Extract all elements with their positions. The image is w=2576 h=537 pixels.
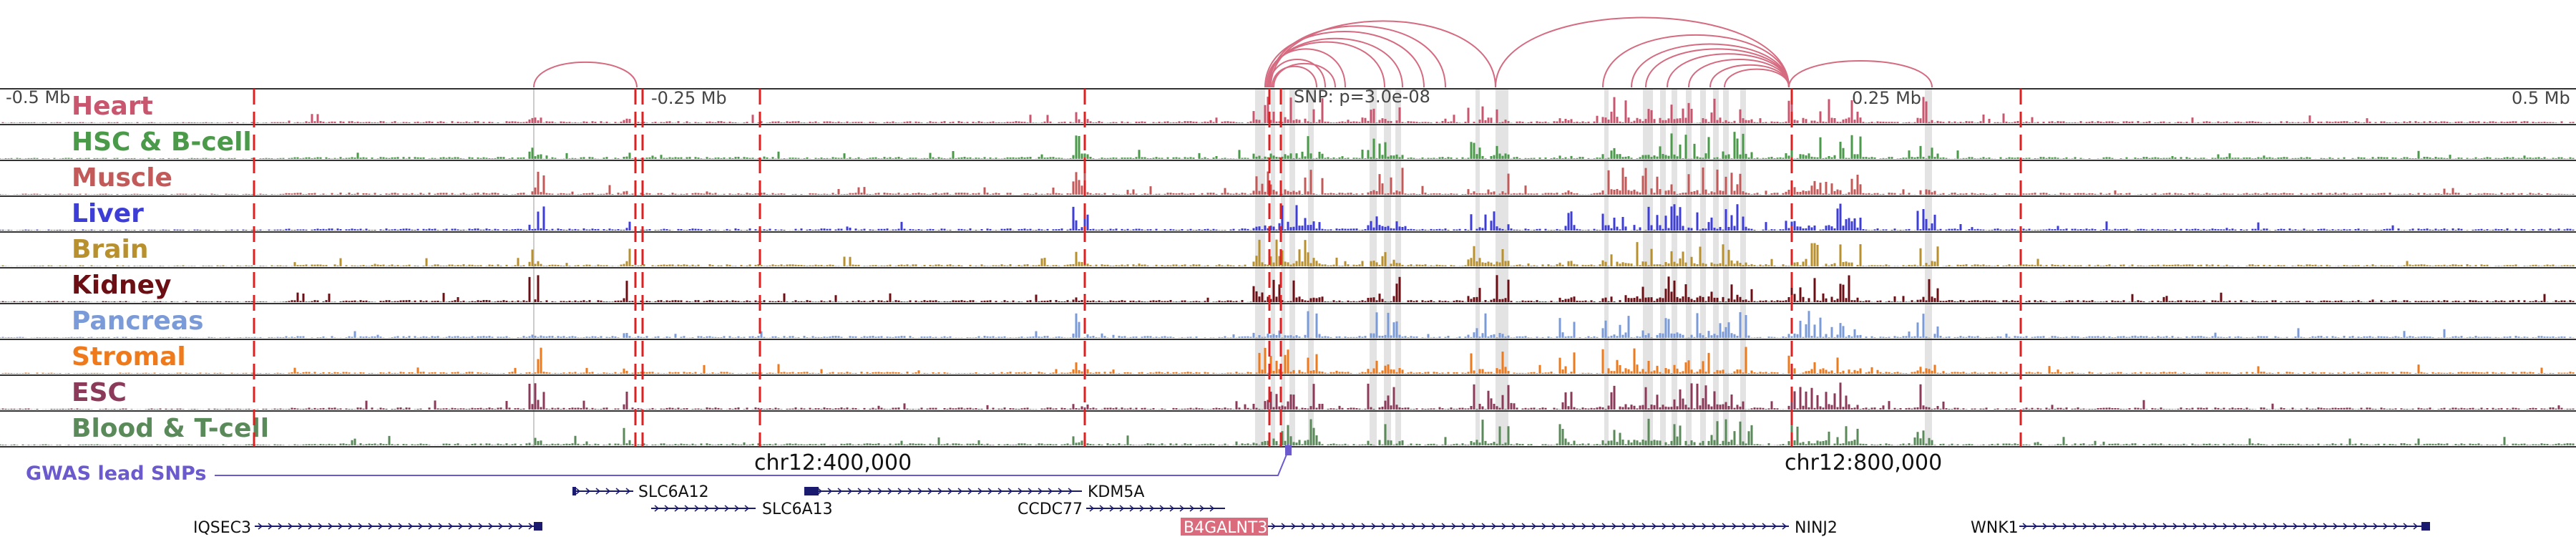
- gene-b4galnt3: B4GALNT3: [1181, 518, 1789, 537]
- loop-arc: [1631, 43, 1790, 88]
- track-stromal: Stromal: [0, 339, 2576, 374]
- track-label-pancreas: Pancreas: [72, 306, 204, 336]
- loop-arc: [1270, 20, 1496, 88]
- track-label-hsc-b-cell: HSC & B-cell: [72, 127, 252, 157]
- scale-right-label: 0.5 Mb: [2512, 88, 2570, 108]
- gene-ccdc77: CCDC77: [1018, 500, 1225, 518]
- coord-right-label: chr12:800,000: [1785, 450, 1942, 475]
- boundary-markers: [253, 89, 2022, 447]
- loop-arc: [1266, 48, 1346, 88]
- gene-ninj2: NINJ2: [1795, 519, 1838, 537]
- track-blood-t-cell: Blood & T-cell: [0, 410, 2576, 445]
- gene-kdm5a: KDM5A: [804, 483, 1144, 501]
- track-brain: Brain: [0, 231, 2576, 266]
- track-label-esc: ESC: [72, 378, 127, 407]
- gwas-lead-snps: GWAS lead SNPs: [26, 444, 1292, 485]
- gene-label: KDM5A: [1088, 483, 1144, 501]
- gene-label: B4GALNT3: [1184, 519, 1267, 537]
- track-label-stromal: Stromal: [72, 342, 186, 372]
- track-label-heart: Heart: [72, 92, 153, 121]
- loop-arc: [1269, 25, 1446, 88]
- gene-iqsec3: IQSEC3: [193, 519, 542, 537]
- track-label-kidney: Kidney: [72, 271, 172, 300]
- loop-arc: [1495, 16, 1790, 88]
- gene-label: SLC6A13: [762, 500, 833, 518]
- snp-pvalue-label: SNP: p=3.0e-08: [1294, 87, 1430, 107]
- signal-tracks: Heart HSC & B-cell Muscle Liver Brain Kidney P…: [0, 88, 2576, 448]
- highlight-box: [1181, 518, 1268, 536]
- scale-left-mid-label: -0.25 Mb: [651, 88, 727, 108]
- coord-left-label: chr12:400,000: [754, 450, 912, 475]
- track-label-muscle: Muscle: [72, 163, 172, 193]
- track-label-brain: Brain: [72, 235, 148, 264]
- gwas-snp-marker: [1285, 445, 1292, 455]
- gene-annotation-track: SLC6A12 KDM5A SLC6A13 CCDC77 IQSEC3 B4GA…: [193, 483, 2430, 537]
- loop-arc: [1724, 68, 1790, 88]
- track-label-blood-t-cell: Blood & T-cell: [72, 414, 269, 443]
- gene-slc6a13: SLC6A13: [651, 500, 833, 518]
- chromatin-loop-arcs: [533, 16, 1933, 88]
- gene-wnk1: WNK1: [1971, 519, 2430, 537]
- gene-label: CCDC77: [1018, 500, 1083, 518]
- scale-right-mid-label: 0.25 Mb: [1852, 88, 1921, 108]
- gene-label: SLC6A12: [638, 483, 709, 501]
- loop-arc: [1602, 34, 1790, 88]
- gene-label: WNK1: [1971, 519, 2019, 537]
- gene-label: NINJ2: [1795, 519, 1838, 537]
- track-hsc-b-cell: HSC & B-cell: [0, 124, 2576, 159]
- loop-arc: [1688, 59, 1790, 88]
- track-esc: ESC: [0, 374, 2576, 410]
- scale-bar: -0.5 Mb -0.25 Mb SNP: p=3.0e-08 0.25 Mb …: [6, 87, 2570, 108]
- loop-arc: [1264, 31, 1425, 88]
- gene-label: IQSEC3: [193, 519, 251, 537]
- scale-left-label: -0.5 Mb: [6, 87, 70, 107]
- track-muscle: Muscle: [0, 160, 2576, 195]
- track-kidney: Kidney: [0, 267, 2576, 302]
- loop-arc: [533, 61, 638, 88]
- gene-slc6a12: SLC6A12: [572, 483, 709, 501]
- track-label-liver: Liver: [72, 199, 144, 228]
- track-liver: Liver: [0, 195, 2576, 231]
- loop-arc: [1273, 62, 1336, 88]
- loop-arc: [1272, 65, 1317, 88]
- track-pancreas: Pancreas: [0, 303, 2576, 338]
- gwas-connector-line: [215, 444, 1289, 476]
- track-heart: Heart: [0, 88, 2576, 123]
- gwas-label: GWAS lead SNPs: [26, 463, 206, 485]
- loop-arc: [1788, 59, 1933, 88]
